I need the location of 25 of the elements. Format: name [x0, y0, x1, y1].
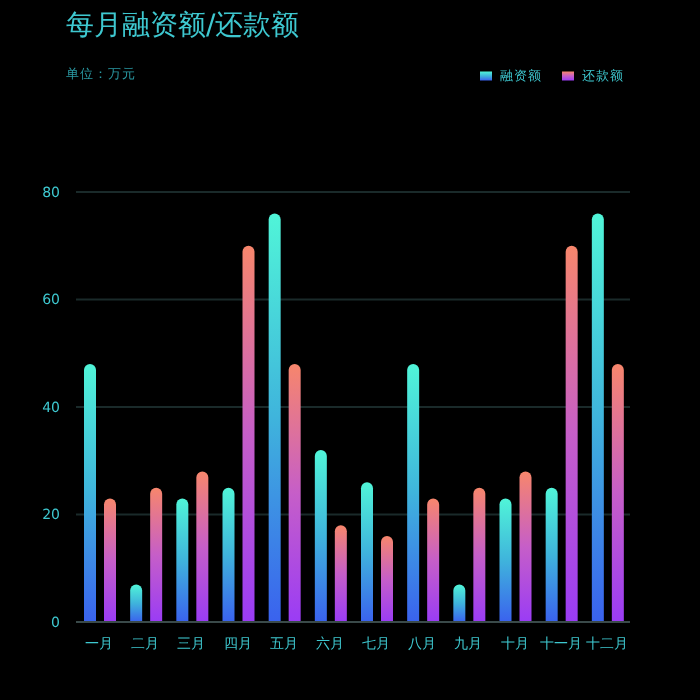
bar	[196, 471, 209, 622]
bar	[473, 487, 486, 622]
bar	[545, 487, 558, 622]
bar	[288, 364, 301, 622]
bar	[499, 498, 512, 622]
bar	[104, 498, 116, 622]
bar	[150, 487, 163, 622]
bar	[453, 584, 466, 622]
chart-title: 每月融资额/还款额	[66, 8, 300, 44]
bar	[361, 482, 373, 622]
bar	[381, 536, 393, 622]
bar	[84, 364, 96, 622]
bar	[268, 213, 281, 622]
bar	[130, 584, 143, 622]
bar	[611, 364, 624, 622]
bar	[565, 245, 578, 622]
bar	[591, 213, 604, 622]
bar	[222, 487, 235, 622]
bar	[334, 525, 347, 622]
bar	[427, 498, 440, 622]
bar	[176, 498, 189, 622]
bar	[314, 450, 327, 622]
bar	[407, 364, 420, 622]
bar	[242, 245, 255, 622]
bar	[519, 471, 532, 622]
